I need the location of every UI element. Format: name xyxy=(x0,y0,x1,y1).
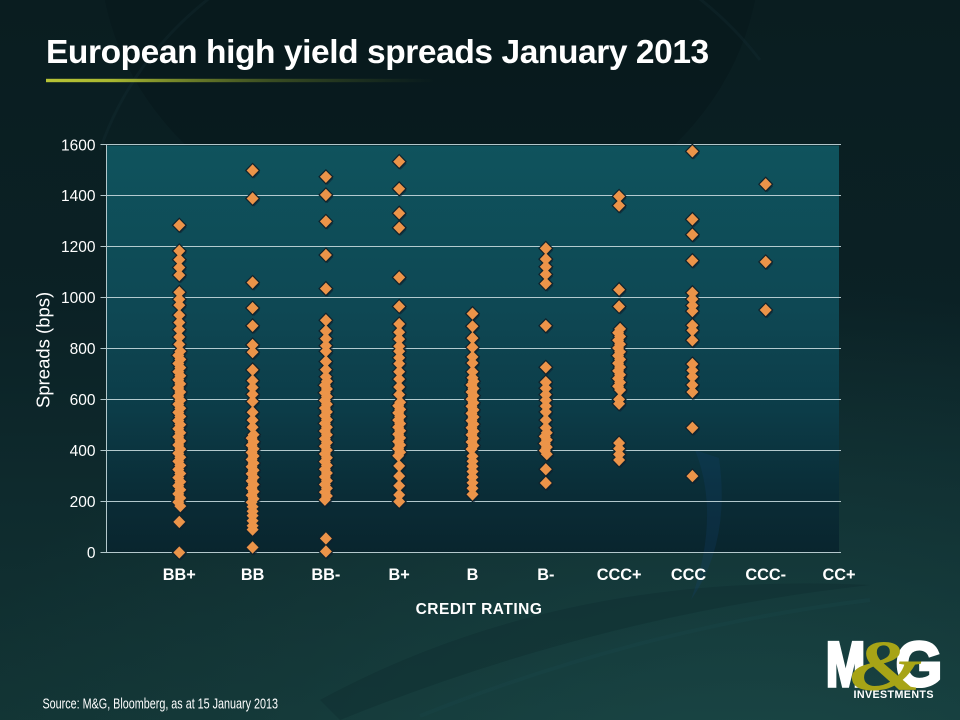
svg-text:0: 0 xyxy=(87,545,96,562)
svg-text:CREDIT RATING: CREDIT RATING xyxy=(416,601,543,618)
svg-text:BB+: BB+ xyxy=(163,566,196,584)
svg-text:M: M xyxy=(826,629,865,699)
svg-text:1400: 1400 xyxy=(61,188,96,205)
svg-text:CCC+: CCC+ xyxy=(597,566,642,584)
svg-text:600: 600 xyxy=(70,392,96,409)
svg-text:BB-: BB- xyxy=(311,566,340,584)
svg-text:European high yield spreads Ja: European high yield spreads January 2013 xyxy=(46,34,709,71)
svg-text:200: 200 xyxy=(70,494,96,511)
svg-text:Spreads (bps): Spreads (bps) xyxy=(33,292,54,408)
svg-text:Source: M&G, Bloomberg, as at: Source: M&G, Bloomberg, as at 15 January… xyxy=(43,695,279,712)
svg-text:1200: 1200 xyxy=(61,239,96,256)
svg-text:G: G xyxy=(896,630,943,701)
svg-text:800: 800 xyxy=(70,341,96,358)
svg-text:1600: 1600 xyxy=(61,137,96,154)
svg-text:BB: BB xyxy=(241,566,265,584)
svg-text:INVESTMENTS: INVESTMENTS xyxy=(853,689,933,701)
svg-text:B+: B+ xyxy=(389,566,410,584)
svg-text:CCC-: CCC- xyxy=(745,566,786,584)
svg-text:400: 400 xyxy=(70,443,96,460)
svg-text:B-: B- xyxy=(537,566,554,584)
svg-text:CC+: CC+ xyxy=(822,566,855,584)
svg-text:B: B xyxy=(467,566,479,584)
svg-text:&: & xyxy=(850,627,923,706)
svg-text:1000: 1000 xyxy=(61,290,96,307)
svg-text:CCC: CCC xyxy=(671,566,707,584)
